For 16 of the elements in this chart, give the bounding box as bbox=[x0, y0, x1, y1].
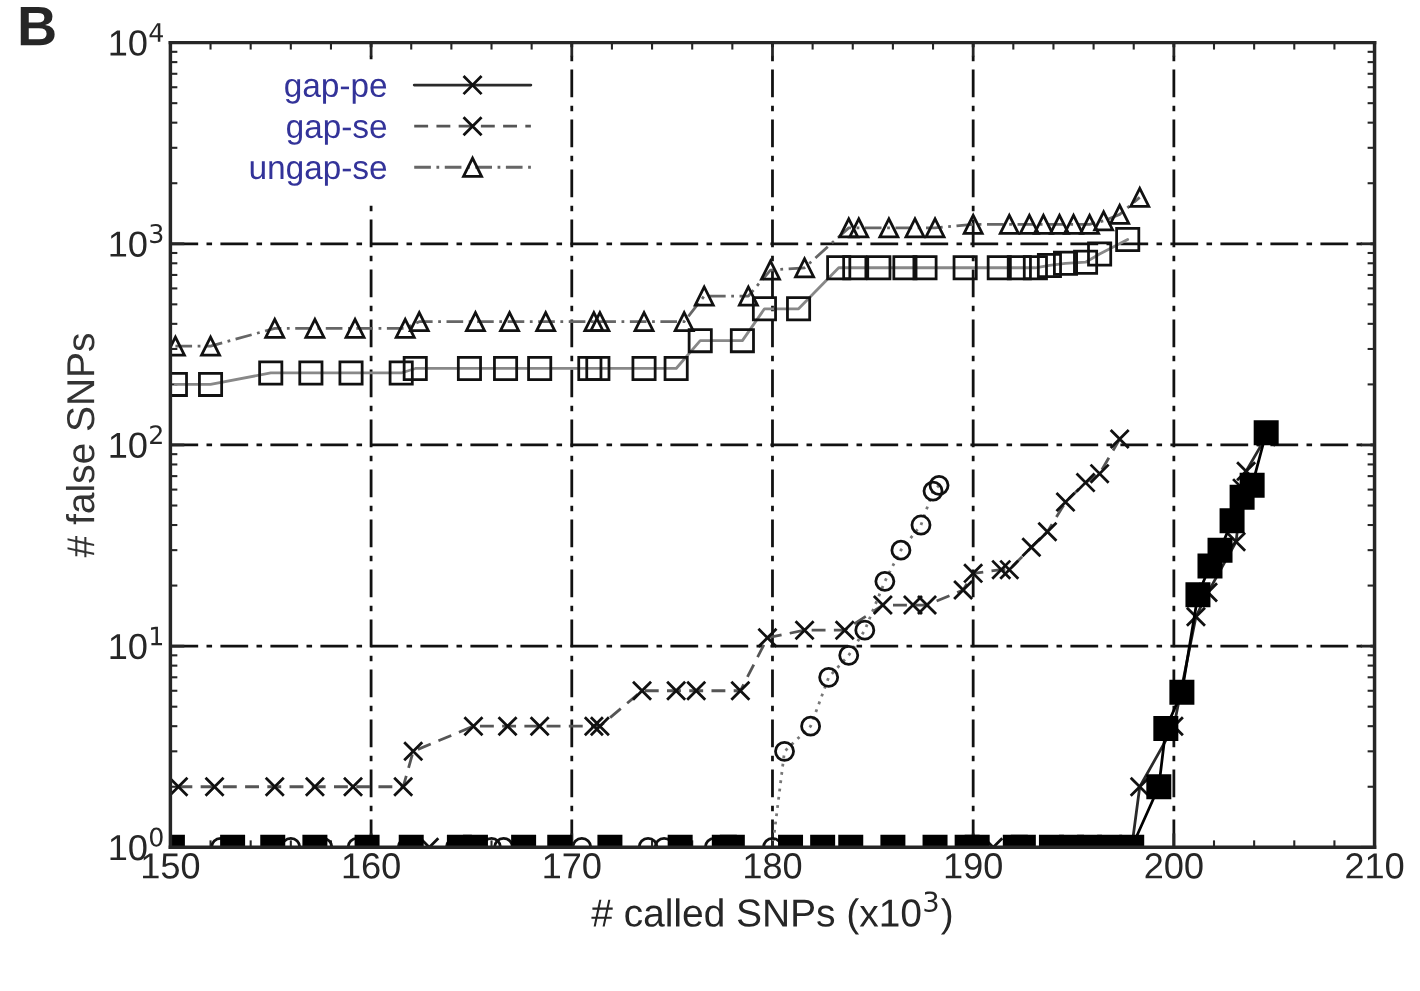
x-tick-label: 210 bbox=[1346, 853, 1404, 879]
legend-label: gap-pe bbox=[285, 78, 387, 104]
text: B bbox=[20, 6, 55, 46]
y-tick-label: 10$^{1}$ bbox=[110, 626, 163, 660]
x-tick-label: 160 bbox=[343, 853, 400, 879]
y-tick-label: 10$^{3}$ bbox=[110, 224, 163, 257]
legend-label: ungap-se bbox=[250, 160, 387, 186]
legend-label: gap-se bbox=[287, 119, 387, 145]
y-tick-label: 10$^{4}$ bbox=[110, 23, 163, 56]
x-tick-label: 190 bbox=[945, 853, 1002, 879]
x-axis-title: # called SNPs (x10$^{3}$) bbox=[591, 891, 952, 935]
x-tick-label: 170 bbox=[544, 853, 601, 879]
y-tick-label: 10$^{2}$ bbox=[110, 425, 162, 459]
y-axis-title: # false SNPs bbox=[65, 333, 95, 558]
x-tick-label: 180 bbox=[745, 853, 802, 879]
x-tick-label: 200 bbox=[1145, 853, 1203, 879]
